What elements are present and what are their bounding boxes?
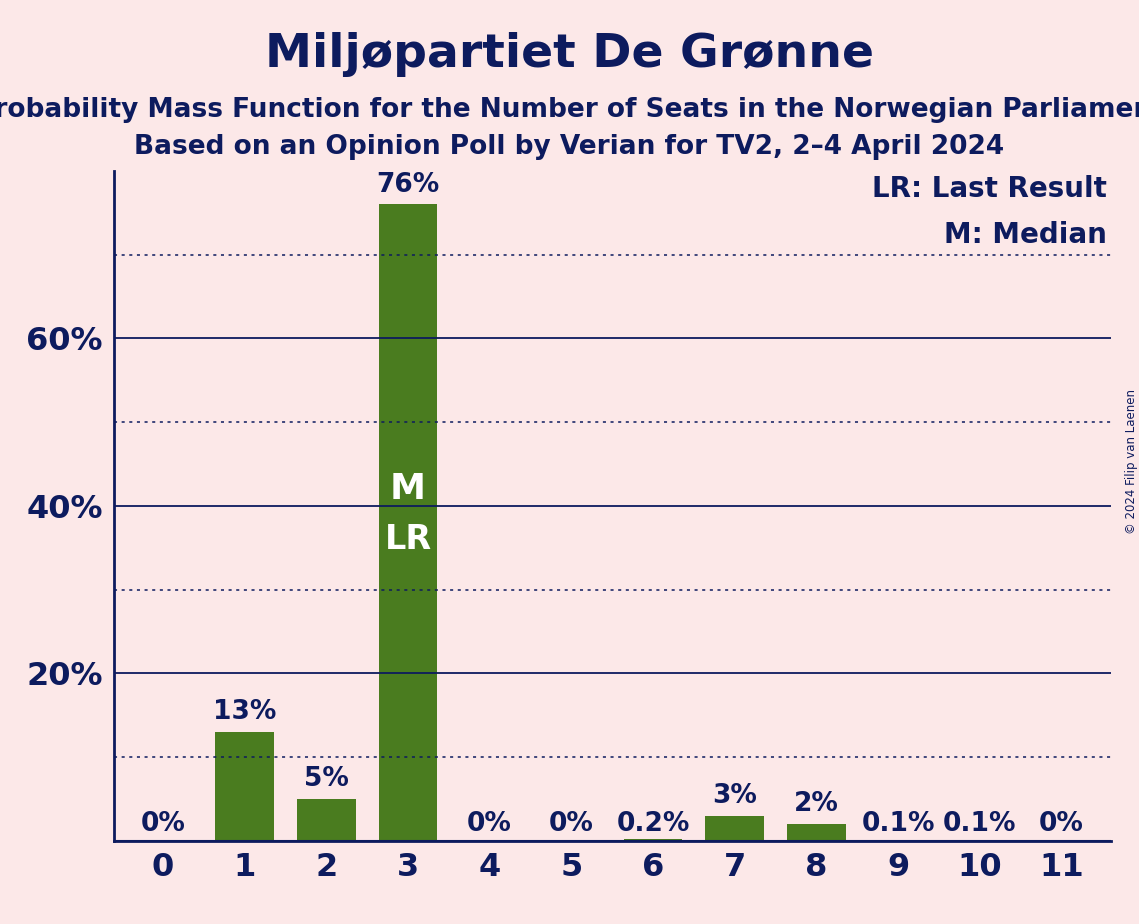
Text: 0%: 0% [467, 811, 513, 837]
Text: M: M [390, 472, 426, 506]
Text: Miljøpartiet De Grønne: Miljøpartiet De Grønne [265, 32, 874, 78]
Text: 5%: 5% [304, 766, 349, 792]
Text: 2%: 2% [794, 791, 839, 818]
Text: © 2024 Filip van Laenen: © 2024 Filip van Laenen [1124, 390, 1138, 534]
Text: Probability Mass Function for the Number of Seats in the Norwegian Parliament: Probability Mass Function for the Number… [0, 97, 1139, 123]
Bar [297, 799, 355, 841]
Text: 0%: 0% [549, 811, 593, 837]
Text: 3%: 3% [712, 783, 757, 809]
Bar [787, 824, 846, 841]
Text: 0%: 0% [140, 811, 186, 837]
Text: 0.1%: 0.1% [861, 811, 935, 837]
Text: 13%: 13% [213, 699, 277, 725]
Text: 76%: 76% [376, 172, 440, 198]
Text: M: Median: M: Median [943, 221, 1106, 249]
Bar [624, 839, 682, 841]
Text: LR: LR [385, 523, 432, 556]
Text: LR: Last Result: LR: Last Result [871, 176, 1106, 203]
Text: 0%: 0% [1039, 811, 1084, 837]
Bar [215, 732, 274, 841]
Text: 0.1%: 0.1% [943, 811, 1017, 837]
Bar [378, 204, 437, 841]
Text: Based on an Opinion Poll by Verian for TV2, 2–4 April 2024: Based on an Opinion Poll by Verian for T… [134, 134, 1005, 160]
Text: 0.2%: 0.2% [616, 811, 690, 837]
Bar [705, 816, 764, 841]
